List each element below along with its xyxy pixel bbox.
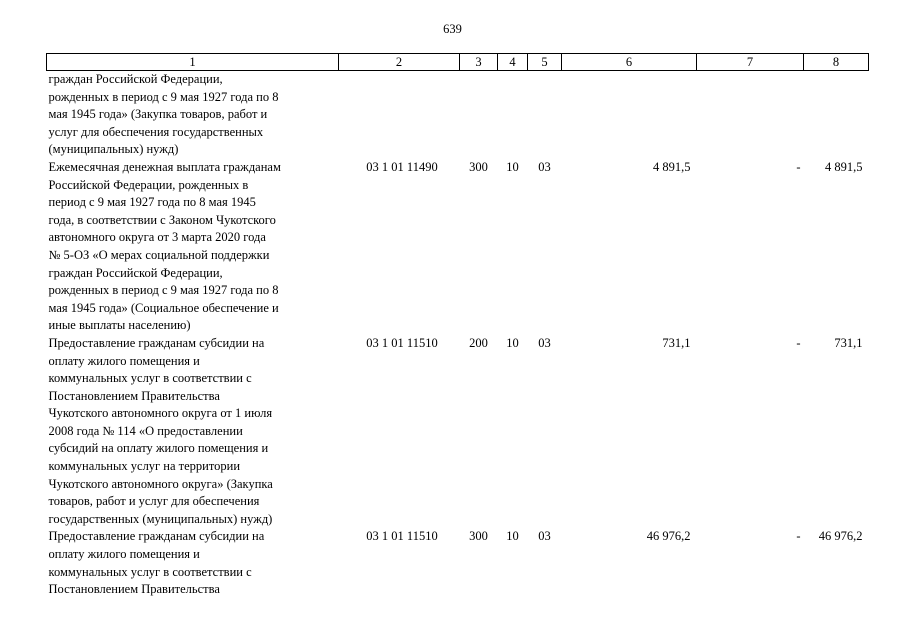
row-subsection [528,71,562,159]
table-row: Предоставление гражданам субсидии на опл… [47,335,869,529]
header-col-8: 8 [803,53,869,71]
row-description: граждан Российской Федерации, рожденных … [48,72,279,157]
table-header: 1 2 3 4 5 6 7 8 [46,53,869,71]
row-code: 03 1 01 11510 [366,529,438,544]
row-amount: 4 891,5 [653,159,691,174]
row-total [804,71,869,159]
row-type [460,71,498,159]
table-row: Предоставление гражданам субсидии на опл… [47,528,869,598]
header-col-4: 4 [497,53,528,71]
table-body: граждан Российской Федерации, рожденных … [47,71,869,599]
header-col-3: 3 [459,53,498,71]
row-change: - [796,335,801,350]
header-col-2: 2 [338,53,460,71]
row-subsection: 03 [538,159,551,174]
row-change: - [796,159,801,174]
row-amount: 731,1 [662,335,691,350]
row-change: - [796,529,801,544]
header-col-7: 7 [696,53,804,71]
row-code: 03 1 01 11490 [366,159,438,174]
header-row: 1 2 3 4 5 6 7 8 [46,53,869,71]
row-total: 4 891,5 [825,159,863,174]
header-col-6: 6 [561,53,697,71]
row-change [697,71,804,159]
row-total: 731,1 [834,335,863,350]
row-section: 10 [506,335,519,350]
header-col-5: 5 [527,53,562,71]
row-section [498,71,528,159]
row-description: Предоставление гражданам субсидии на опл… [48,335,273,526]
row-type: 300 [469,529,488,544]
table-row: Ежемесячная денежная выплата гражданам Р… [47,159,869,335]
row-total: 46 976,2 [818,529,863,544]
row-description: Ежемесячная денежная выплата гражданам Р… [48,159,281,333]
row-type: 200 [469,335,488,350]
row-section: 10 [506,529,519,544]
row-code: 03 1 01 11510 [366,335,438,350]
budget-table: 1 2 3 4 5 6 7 8 граждан Российской Федер… [46,53,869,599]
row-description: Предоставление гражданам субсидии на опл… [48,529,265,597]
row-amount: 46 976,2 [646,529,691,544]
row-amount [562,71,697,159]
table-row: граждан Российской Федерации, рожденных … [47,71,869,159]
row-section: 10 [506,159,519,174]
row-subsection: 03 [538,529,551,544]
header-col-1: 1 [46,53,339,71]
row-subsection: 03 [538,335,551,350]
row-code [339,71,460,159]
page-number: 639 [443,22,462,36]
row-type: 300 [469,159,488,174]
